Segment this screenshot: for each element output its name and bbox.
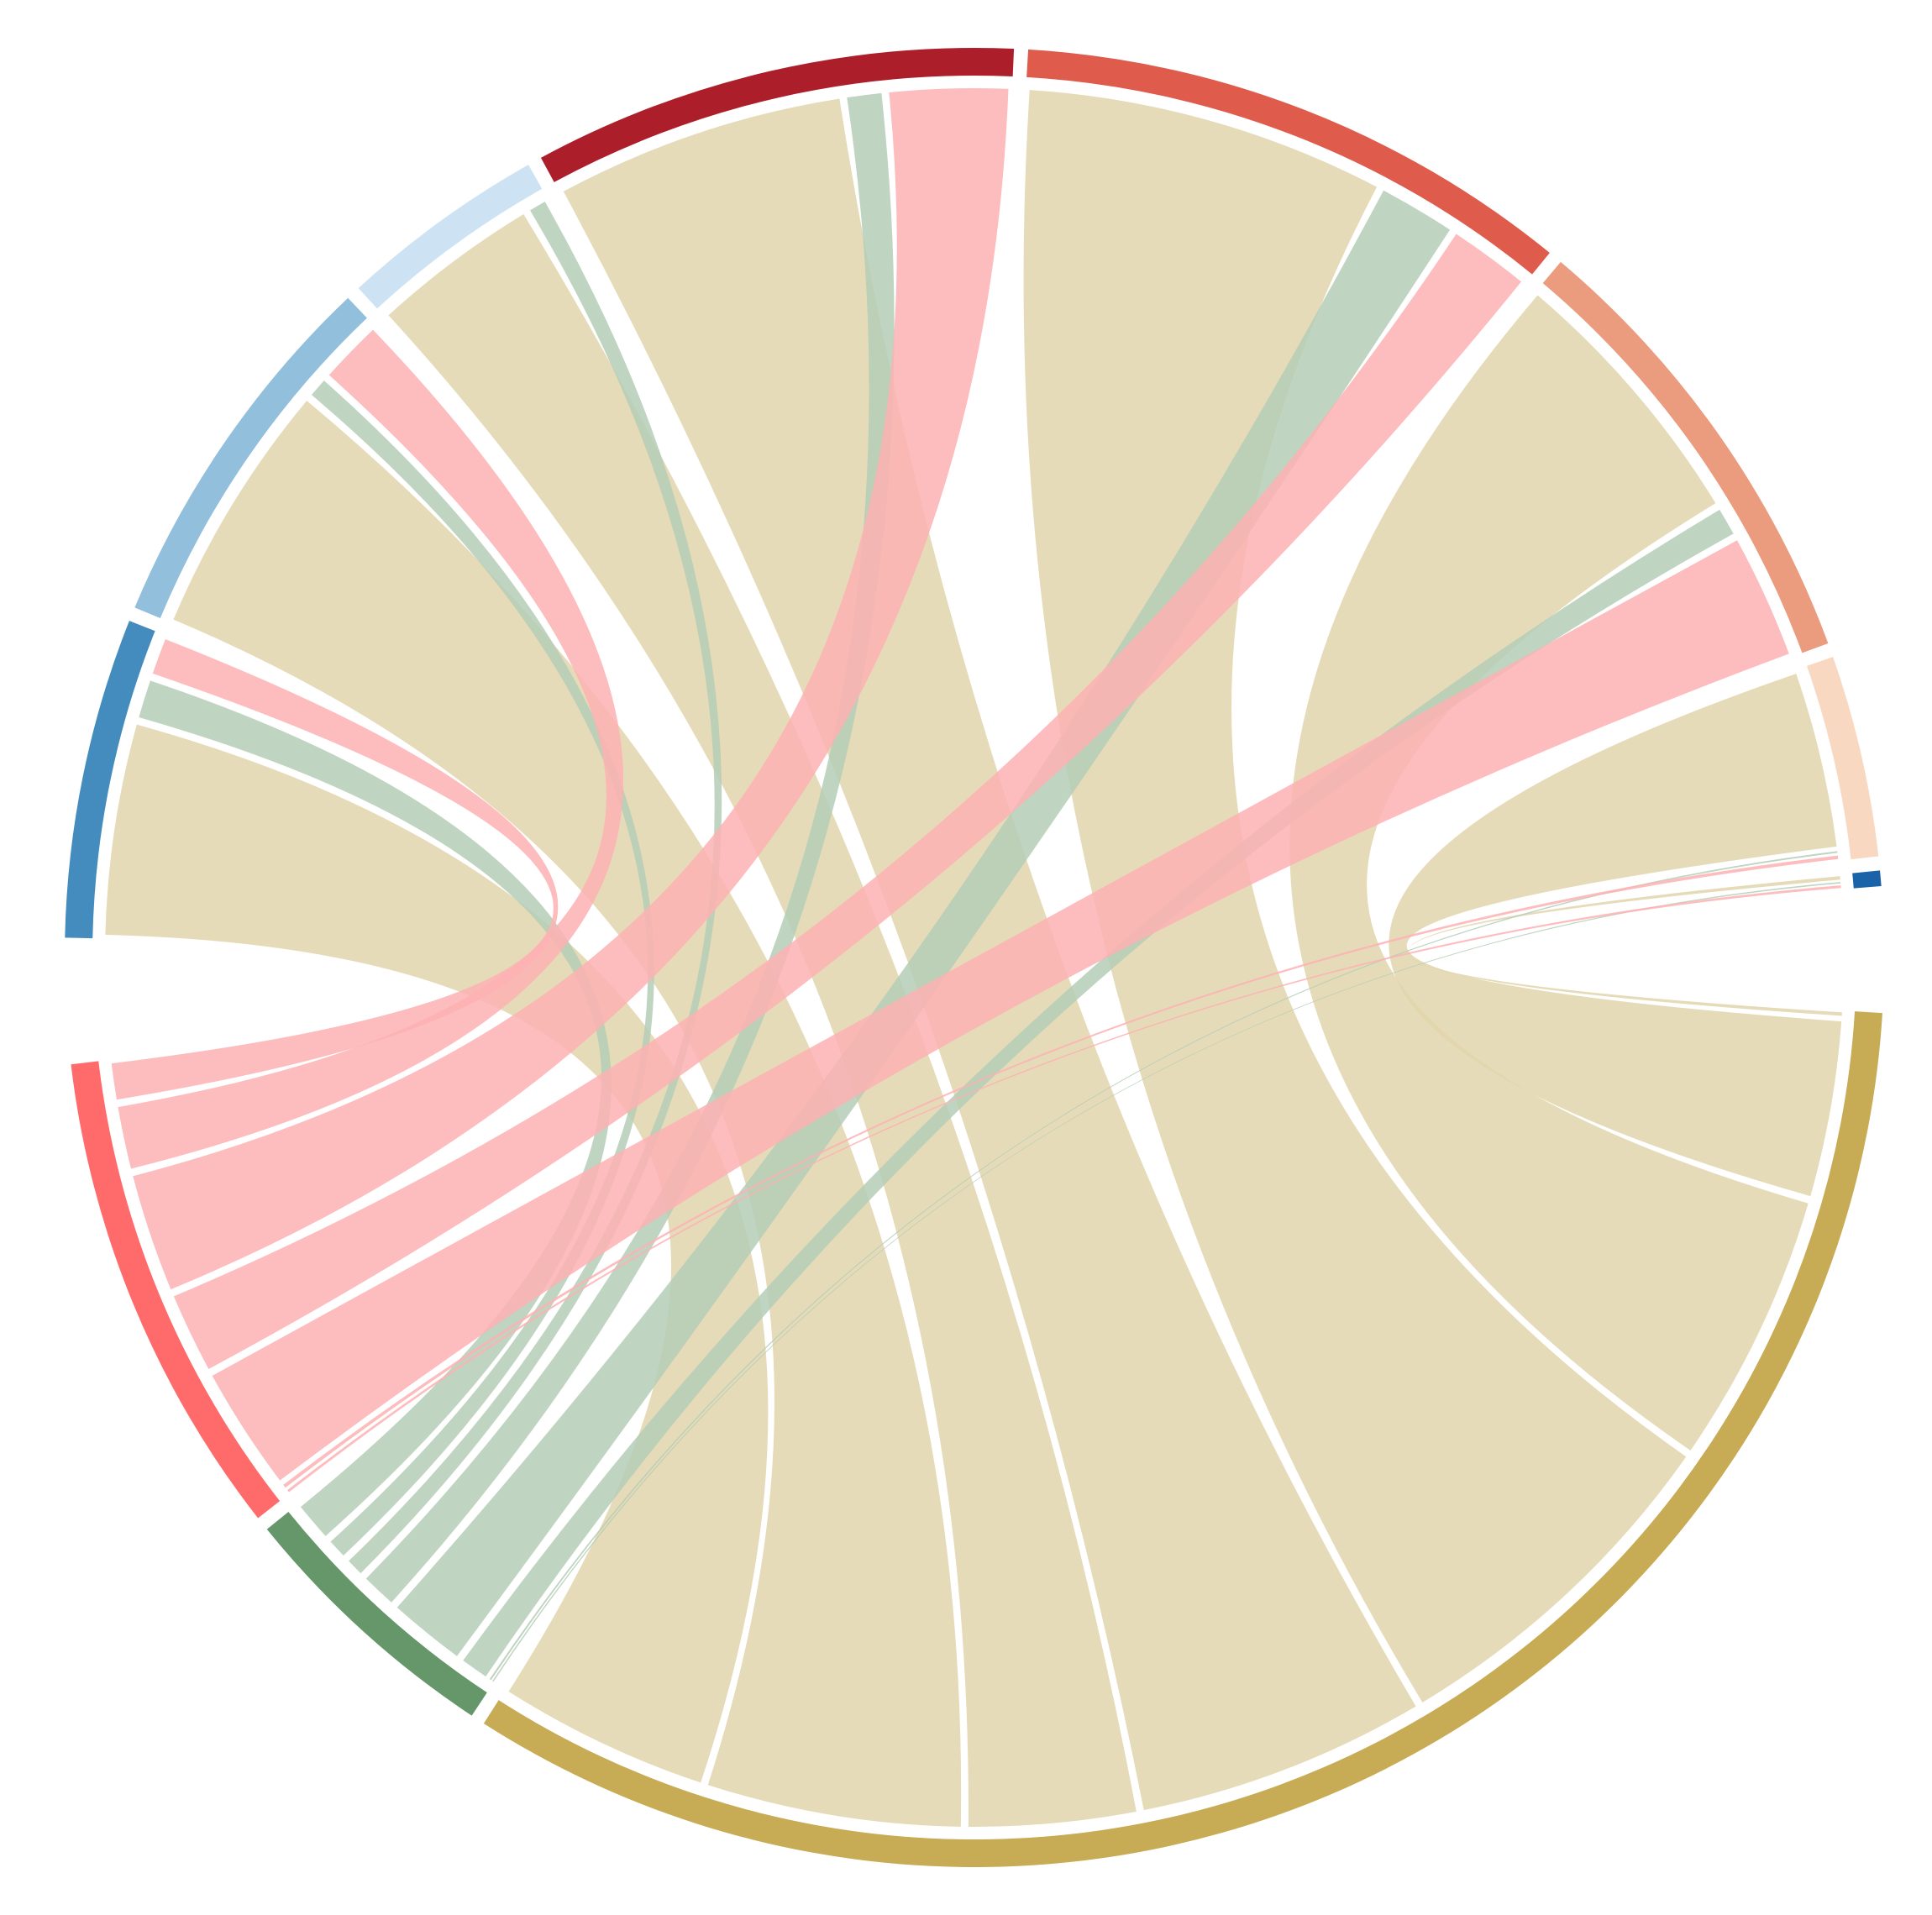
ribbon-gold-source-t3 <box>1289 295 1809 1451</box>
ribbon-red-source-t5 <box>133 87 1009 1290</box>
arc-t1 <box>1852 870 1882 889</box>
ribbon-red-source-t4 <box>173 233 1522 1370</box>
arc-t2 <box>1806 656 1879 860</box>
ribbon-red-source-t3 <box>212 540 1789 1481</box>
arc-t6 <box>358 165 543 309</box>
arc-gold-source <box>483 1011 1882 1867</box>
arc-green-source <box>266 1512 487 1716</box>
arc-t7 <box>134 297 367 619</box>
ribbon-gold-source-t2 <box>1389 674 1842 1197</box>
ribbon-green-source-t4 <box>396 190 1451 1656</box>
arc-t8 <box>65 621 155 939</box>
ribbons <box>105 87 1842 1827</box>
ribbon-gold-source-t6 <box>388 214 1137 1827</box>
arc-t3 <box>1542 261 1829 653</box>
ribbon-gold-source-t4 <box>1023 90 1687 1703</box>
arc-t5 <box>540 47 1015 182</box>
ribbon-red-source-t7 <box>118 329 624 1169</box>
ribbon-red-source-t8 <box>111 639 559 1100</box>
group-arcs <box>65 47 1882 1867</box>
arc-t4 <box>1026 49 1550 275</box>
arc-red-source <box>71 1061 281 1519</box>
